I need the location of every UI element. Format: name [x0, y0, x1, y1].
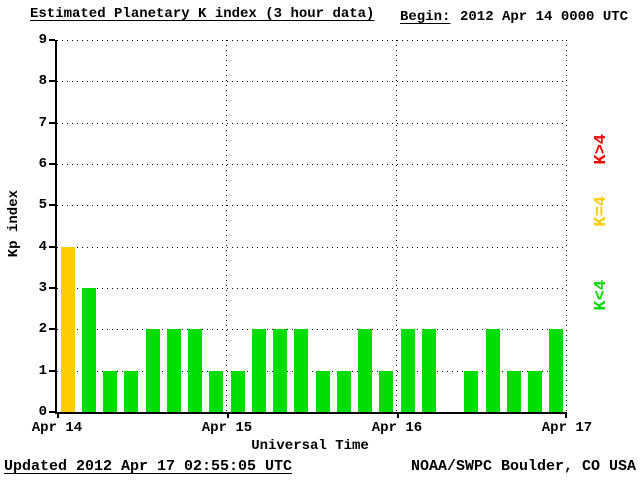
legend-k-gt-4: K>4: [592, 134, 611, 165]
kp-bar: [400, 329, 415, 412]
gridline-horizontal: [57, 122, 567, 124]
kp-bar: [209, 370, 224, 412]
x-tick: [57, 412, 59, 418]
begin-label: Begin:: [400, 9, 451, 25]
x-tick-label: Apr 17: [541, 420, 593, 436]
y-tick: [49, 39, 55, 41]
chart-title: Estimated Planetary K index (3 hour data…: [30, 6, 375, 22]
y-tick: [49, 80, 55, 83]
y-tick-label: 5: [38, 197, 47, 214]
y-tick: [49, 163, 55, 165]
x-tick: [565, 412, 567, 418]
y-tick-label: 7: [38, 114, 47, 131]
y-tick: [49, 204, 55, 207]
kp-bar: [166, 329, 181, 412]
kp-bar: [294, 329, 309, 412]
x-tick: [397, 412, 399, 418]
kp-bar: [273, 329, 288, 412]
gridline-horizontal: [57, 288, 567, 289]
y-tick-label: 0: [38, 404, 47, 420]
kp-bar: [60, 246, 75, 412]
gridline-horizontal: [57, 329, 567, 331]
plot-area: 0 1 2 3 4 5 6 7 8 9 Apr 14 Apr 15 Apr 16 Apr 17: [32, 32, 592, 436]
kp-bar: [336, 370, 351, 412]
kp-bar: [251, 329, 266, 412]
updated-timestamp: Updated 2012 Apr 17 02:55:05 UTC: [4, 458, 293, 475]
x-tick-label: Apr 15: [201, 420, 253, 436]
gridline-horizontal: [57, 81, 567, 83]
kp-bar: [549, 329, 564, 412]
y-tick-label: 2: [38, 321, 47, 338]
kp-bar: [421, 329, 436, 412]
x-tick: [227, 412, 229, 418]
kp-bar: [358, 329, 373, 412]
legend-k-lt-4: K<4: [592, 280, 611, 311]
y-tick: [49, 328, 55, 331]
source-credit: NOAA/SWPC Boulder, CO USA: [410, 458, 636, 475]
y-tick: [49, 121, 55, 124]
y-tick-label: 4: [38, 238, 47, 255]
kp-bar: [315, 370, 330, 412]
gridline-horizontal: [57, 205, 567, 207]
kp-bar: [464, 370, 479, 412]
legend-k-eq-4: K=4: [592, 196, 611, 227]
kp-bar: [379, 370, 394, 412]
y-tick: [49, 287, 55, 289]
y-tick-label: 8: [38, 73, 47, 90]
y-tick: [49, 369, 55, 372]
kp-bar: [188, 329, 203, 412]
y-tick-label: 6: [38, 156, 47, 172]
gridline-vertical: [396, 40, 397, 412]
kp-bar: [506, 370, 521, 412]
x-tick-label: Apr 16: [371, 420, 423, 436]
y-tick: [49, 245, 55, 248]
y-tick: [49, 411, 55, 413]
begin-value: 2012 Apr 14 0000 UTC: [460, 9, 629, 25]
y-tick-label: 1: [38, 362, 47, 379]
kp-bar: [81, 288, 96, 412]
kp-bar: [124, 370, 139, 412]
x-tick-label: Apr 14: [31, 420, 83, 436]
y-tick-label: 9: [38, 32, 47, 48]
y-tick-label: 3: [38, 280, 47, 296]
gridline-horizontal: [57, 246, 567, 248]
gridline-vertical: [226, 40, 227, 412]
gridline-horizontal: [57, 164, 567, 165]
kp-bar: [230, 370, 245, 412]
gridline-horizontal: [57, 40, 567, 41]
gridline-vertical: [566, 40, 567, 412]
x-axis-title: Universal Time: [251, 438, 369, 454]
kp-bar: [145, 329, 160, 412]
kp-bar: [485, 329, 500, 412]
kp-bar: [103, 370, 118, 412]
gridline-horizontal: [57, 370, 567, 372]
kp-bar: [528, 370, 543, 412]
